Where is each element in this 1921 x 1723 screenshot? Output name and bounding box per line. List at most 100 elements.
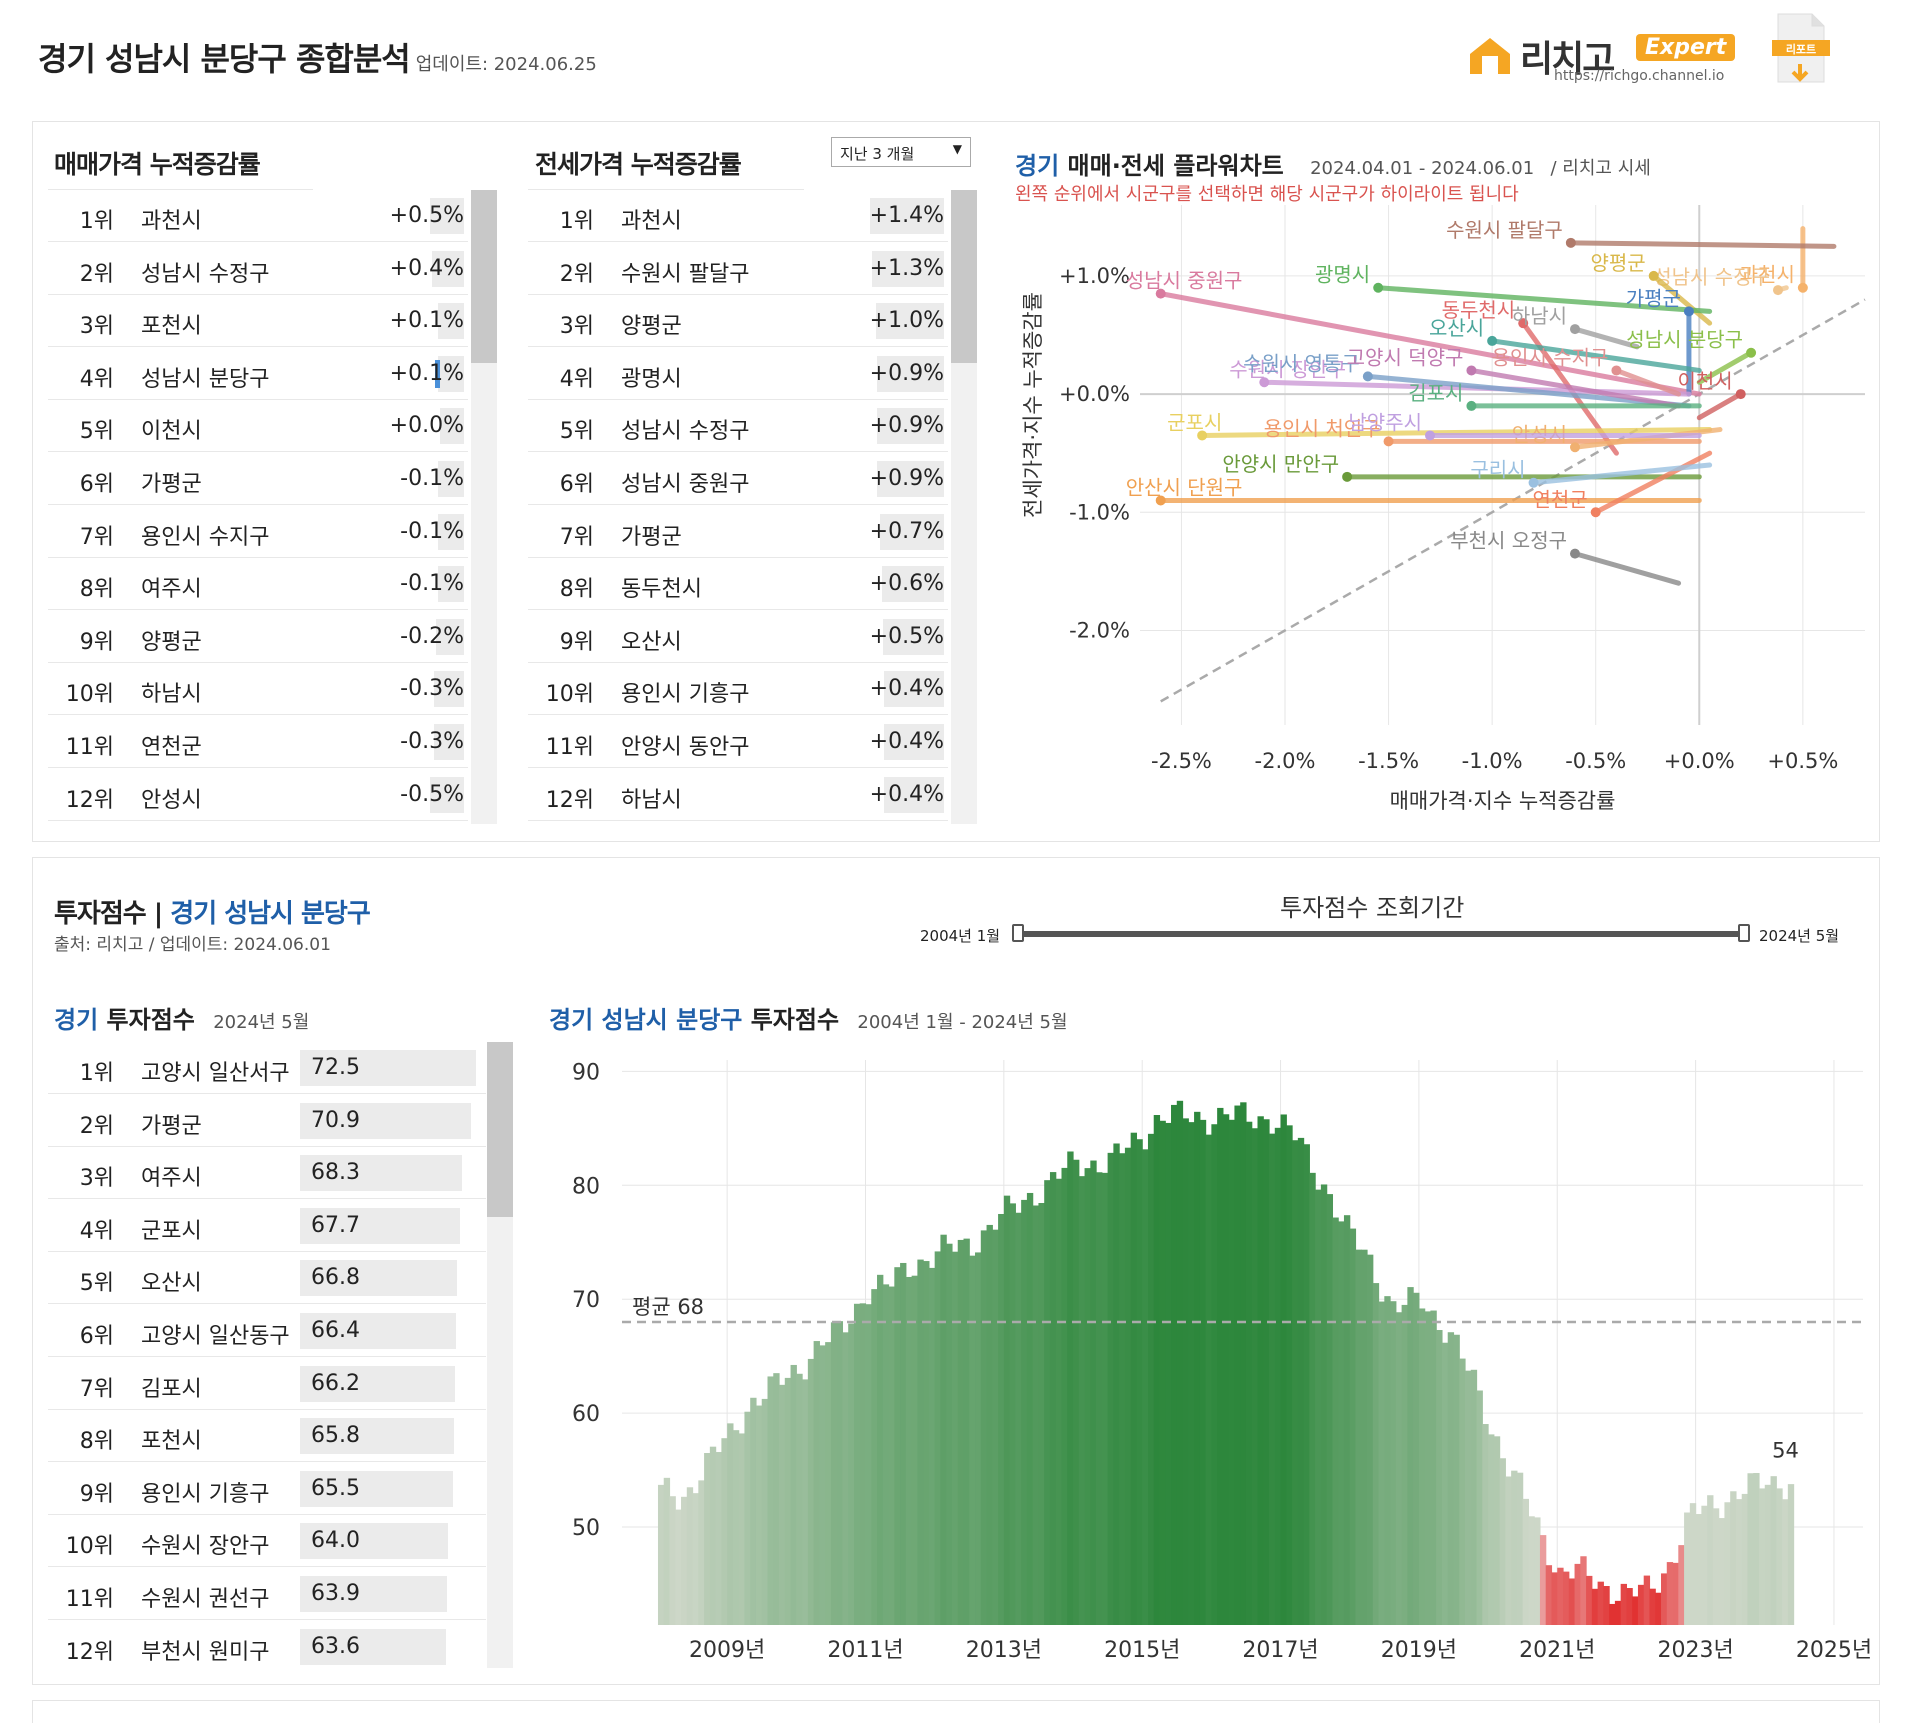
table-row[interactable]: 11위 연천군 -0.3% [48,716,468,768]
period-select[interactable]: 지난 3 개월 ▼ [831,137,971,167]
jeonse-ranking-table: 1위 과천시 +1.4% 2위 수원시 팔달구 +1.3% 3위 양평군 +1.0% 4위 광명시 +… [528,190,948,824]
score-bar [1090,1160,1097,1625]
table-row[interactable]: 11위 수원시 권선구 63.9 [48,1568,486,1620]
table-row[interactable]: 4위 성남시 분당구 +0.1% [48,348,468,400]
sale-table-scrollbar[interactable] [471,190,497,824]
score-bar [1153,1115,1161,1625]
table-row[interactable]: 9위 오산시 +0.5% [528,611,948,663]
series-point [1565,237,1576,248]
table-row[interactable]: 12위 안성시 -0.5% [48,769,468,821]
sale-ranking-table: 1위 과천시 +0.5% 2위 성남시 수정구 +0.4% 3위 포천시 +0.1% 4위 성남시 … [48,190,468,824]
richgo-logo[interactable]: 리치고 Expert https://richgo.channel.io [1468,28,1736,88]
table-row[interactable]: 4위 광명시 +0.9% [528,348,948,400]
score-bar [819,1345,826,1625]
table-row[interactable]: 12위 부천시 원미구 63.6 [48,1621,486,1668]
score-bar [1251,1128,1259,1625]
score-bar [1418,1308,1426,1625]
table-row[interactable]: 1위 과천시 +0.5% [48,190,468,242]
series-label: 양평군 [1591,251,1646,275]
score-bar [750,1397,757,1625]
table-row[interactable]: 12위 하남시 +0.4% [528,769,948,821]
score-value: 66.8 [311,1265,360,1291]
table-row[interactable]: 6위 성남시 중원구 +0.9% [528,453,948,505]
score-bar [773,1373,780,1625]
value-bar [871,250,944,287]
score-bar [1712,1508,1720,1625]
table-row[interactable]: 2위 가평군 70.9 [48,1095,486,1147]
series-point [1466,365,1477,376]
table-row[interactable]: 3위 여주시 68.3 [48,1147,486,1200]
value-bar [300,1365,455,1402]
table-row[interactable]: 2위 성남시 수정구 +0.4% [48,243,468,295]
investment-score-chart[interactable]: 50 60 70 80 90 2009년 2011년 2013년 2015년 2017년 2019년… [560,1060,1880,1670]
x-tick-label: 2017년 [1242,1638,1318,1663]
score-bar [1009,1203,1016,1625]
logo-brand: 리치고 [1520,39,1615,80]
flower-chart[interactable]: -2.5% -2.0% -1.5% -1.0% -0.5% +0.0% +0.5% +1.0%… [1010,205,1875,825]
table-row[interactable]: 3위 양평군 +1.0% [528,295,948,348]
table-row[interactable]: 10위 하남시 -0.3% [48,663,468,716]
table-row[interactable]: 6위 가평군 -0.1% [48,453,468,505]
region-name: 고양시 일산서구 [141,1061,290,1086]
series-label: 성남시 중원구 [1126,269,1243,293]
region-name: 동두천시 [621,577,702,603]
score-bar [1591,1588,1599,1625]
score-scroll-thumb[interactable] [487,1042,513,1217]
score-region: 경기 [54,1006,99,1034]
series-label: 오산시 [1429,316,1484,340]
table-row[interactable]: 5위 오산시 66.8 [48,1252,486,1305]
table-row[interactable]: 7위 김포시 66.2 [48,1358,486,1410]
x-tick-label: +0.0% [1664,749,1735,773]
table-row[interactable]: 8위 포천시 65.8 [48,1410,486,1463]
jeonse-scroll-thumb[interactable] [951,190,977,363]
rank-label: 3위 [79,1166,114,1192]
table-row[interactable]: 9위 양평군 -0.2% [48,611,468,663]
table-row[interactable]: 3위 포천시 +0.1% [48,295,468,348]
table-row[interactable]: 6위 고양시 일산동구 66.4 [48,1305,486,1357]
table-row[interactable]: 8위 여주시 -0.1% [48,558,468,611]
series-point [1746,347,1757,358]
score-bar [836,1321,844,1625]
report-download-button[interactable]: 리포트 [1770,12,1830,87]
score-bar [894,1267,901,1625]
slider-end-handle[interactable] [1738,924,1750,942]
series-label: 구리시 [1470,458,1525,482]
table-row[interactable]: 11위 안양시 동안구 +0.4% [528,716,948,768]
table-row[interactable]: 5위 이천시 +0.0% [48,400,468,453]
score-bar [1049,1172,1057,1625]
table-row[interactable]: 1위 고양시 일산서구 72.5 [48,1042,486,1094]
table-row[interactable]: 10위 수원시 장안구 64.0 [48,1515,486,1568]
score-chart-title-text: 투자점수 [750,1006,840,1034]
series-point [1155,288,1166,299]
change-value: +0.9% [869,360,944,386]
slider-start-handle[interactable] [1012,924,1024,942]
table-row[interactable]: 7위 가평군 +0.7% [528,506,948,558]
jeonse-table-scrollbar[interactable] [951,190,977,824]
value-bar [300,1523,448,1560]
table-row[interactable]: 9위 용인시 기흥구 65.5 [48,1463,486,1515]
series-line [1158,291,1702,397]
table-row[interactable]: 2위 수원시 팔달구 +1.3% [528,243,948,295]
table-row[interactable]: 1위 과천시 +1.4% [528,190,948,242]
score-bar [1643,1575,1651,1625]
score-table-scrollbar[interactable] [487,1042,513,1668]
sale-scroll-thumb[interactable] [471,190,497,363]
change-value: -0.5% [400,781,464,807]
report-download-icon [1772,13,1830,83]
table-row[interactable]: 5위 성남시 수정구 +0.9% [528,400,948,453]
table-row[interactable]: 10위 용인시 기흥구 +0.4% [528,663,948,716]
value-bar [432,250,464,287]
region-name: 양평군 [141,629,202,655]
series-point [1342,471,1353,482]
score-bar [998,1213,1005,1625]
period-slider-track[interactable] [1018,931,1744,937]
table-row[interactable]: 7위 용인시 수지구 -0.1% [48,506,468,558]
score-bar [1297,1137,1305,1625]
table-row[interactable]: 4위 군포시 67.7 [48,1200,486,1252]
series-point [1425,430,1435,441]
logo-url[interactable]: https://richgo.channel.io [1554,68,1725,84]
table-row[interactable]: 8위 동두천시 +0.6% [528,558,948,611]
score-value: 65.5 [311,1475,360,1501]
score-bar [1349,1228,1357,1625]
change-value: +0.7% [869,518,944,544]
